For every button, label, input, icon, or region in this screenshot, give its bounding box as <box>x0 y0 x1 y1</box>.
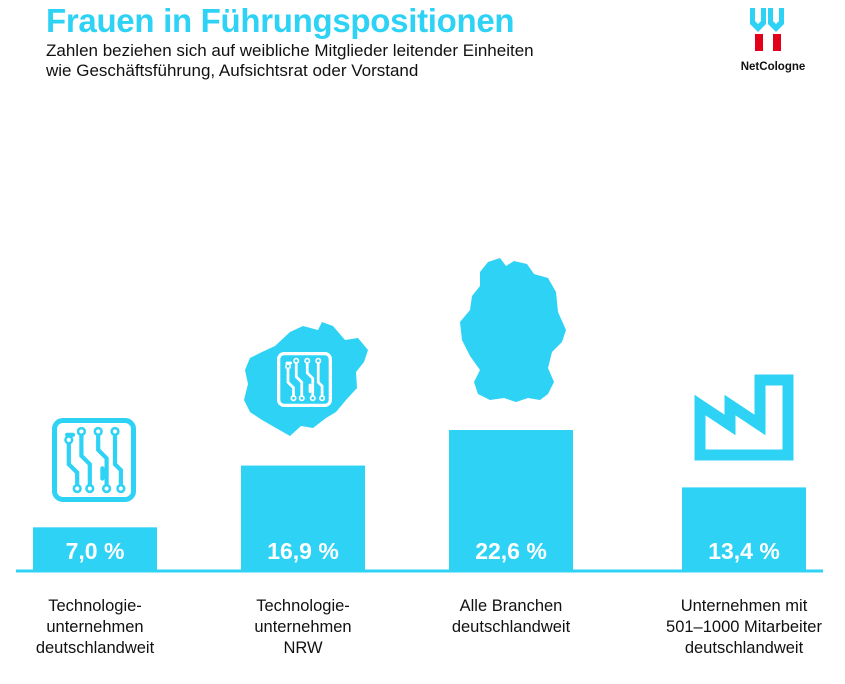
bar-2 <box>241 465 365 571</box>
data-label-1: 7,0 % <box>66 538 125 564</box>
bar-1 <box>33 527 157 571</box>
chart-subtitle-line-2: wie Geschäftsführung, Aufsichtsrat oder … <box>46 61 419 80</box>
data-label-3: 22,6 % <box>475 538 547 564</box>
factory-icon <box>694 374 794 461</box>
chart-title: Frauen in Führungspositionen <box>46 2 515 39</box>
bar-3 <box>449 430 573 571</box>
germany-map-icon <box>460 258 566 402</box>
netcologne-logo: NetCologne <box>728 4 818 76</box>
category-label-1: Technologie- unternehmen deutschlandweit <box>35 597 155 657</box>
bar-4 <box>682 487 806 571</box>
logo-text: NetCologne <box>740 61 806 73</box>
data-label-2: 16,9 % <box>267 538 339 564</box>
category-label-4: Unternehmen mit 501–1000 Mitarbeiter deu… <box>666 597 822 657</box>
category-label-3: Alle Branchen deutschlandweit <box>451 597 571 636</box>
netcologne-logo-mark <box>750 8 784 51</box>
circuit-chip-icon <box>52 418 137 503</box>
data-label-4: 13,4 % <box>708 538 780 564</box>
nrw-map-chip-icon <box>244 322 368 436</box>
category-label-2: Technologie- unternehmen NRW <box>254 597 352 657</box>
chart-subtitle-line-1: Zahlen beziehen sich auf weibliche Mitgl… <box>46 41 534 60</box>
